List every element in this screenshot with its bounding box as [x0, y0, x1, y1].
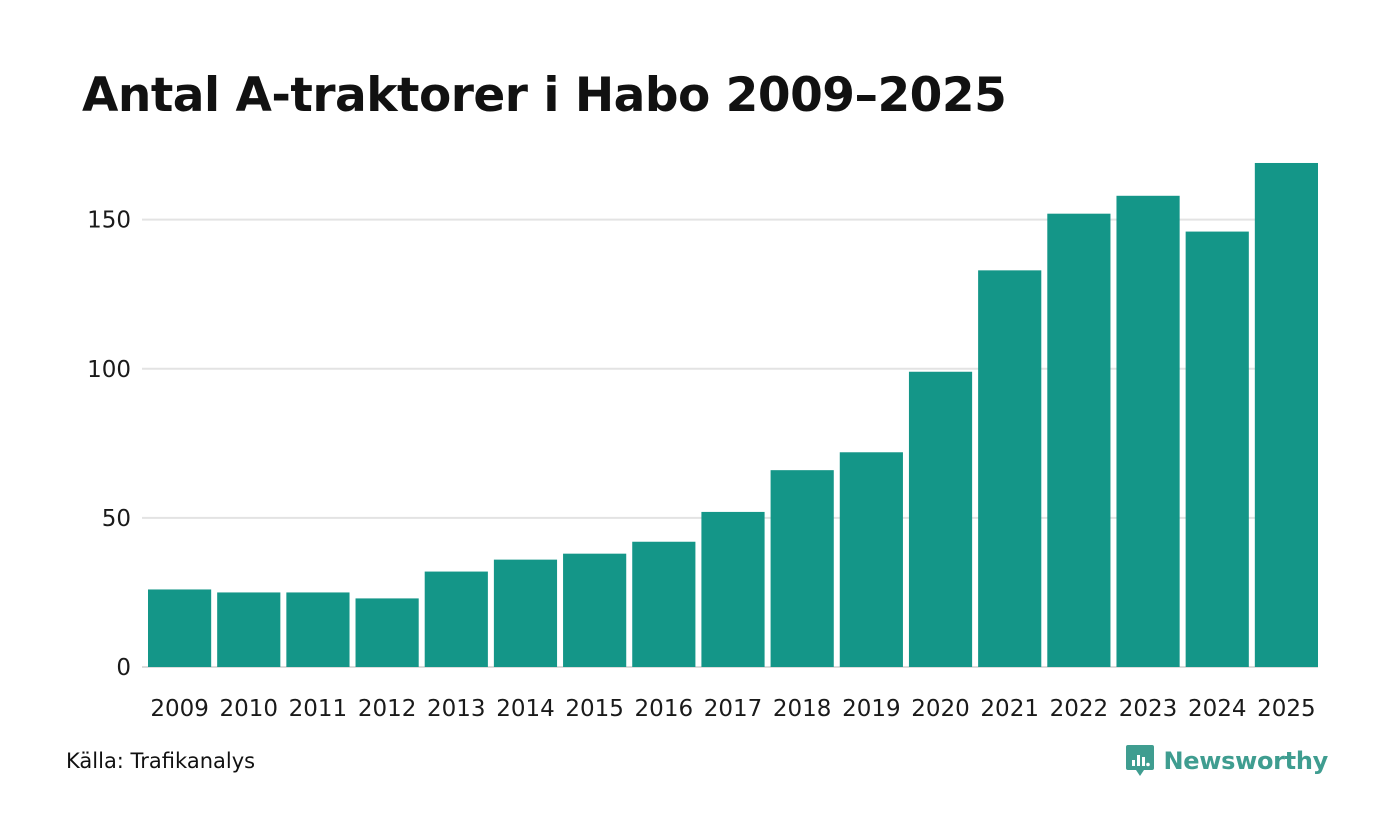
y-tick-label: 50	[102, 506, 131, 532]
bar-2019	[839, 452, 903, 667]
x-tick-label: 2012	[358, 696, 417, 722]
bar-2018	[770, 470, 834, 667]
bar-2017	[701, 511, 765, 667]
bar-2014	[493, 559, 558, 667]
x-tick-label: 2011	[289, 696, 348, 722]
x-tick-label: 2013	[427, 696, 486, 722]
bar-2015	[563, 553, 627, 667]
bar-2020	[908, 371, 973, 667]
chart-title: Antal A-traktorer i Habo 2009–2025	[82, 68, 1007, 123]
bar-2010	[217, 592, 281, 667]
x-tick-label: 2022	[1050, 696, 1109, 722]
x-tick-label: 2020	[911, 696, 970, 722]
bar-2009	[148, 589, 212, 667]
x-tick-label: 2014	[496, 696, 555, 722]
bar-series	[148, 162, 1318, 667]
x-tick-label: 2023	[1119, 696, 1178, 722]
bar-2016	[632, 541, 696, 667]
bar-2011	[286, 592, 350, 667]
x-tick-label: 2016	[635, 696, 694, 722]
y-tick-label: 100	[87, 357, 131, 383]
y-axis-ticks: 0 50 100 150	[87, 208, 131, 681]
y-tick-label: 150	[87, 208, 131, 234]
source-note: Källa: Trafikanalys	[66, 749, 256, 773]
bar-2021	[978, 270, 1042, 667]
x-tick-label: 2025	[1257, 696, 1316, 722]
x-tick-label: 2024	[1188, 696, 1247, 722]
brand-name: Newsworthy	[1163, 747, 1328, 775]
bar-2013	[424, 571, 488, 667]
x-tick-label: 2021	[980, 696, 1039, 722]
newsworthy-logo-icon	[1125, 744, 1155, 778]
bar-2012	[355, 598, 419, 667]
x-tick-label: 2009	[150, 696, 209, 722]
x-tick-label: 2017	[704, 696, 763, 722]
bar-2022	[1047, 213, 1111, 667]
brand-logo: Newsworthy	[1125, 744, 1328, 778]
x-tick-label: 2019	[842, 696, 901, 722]
y-tick-label: 0	[116, 655, 131, 681]
x-tick-label: 2018	[773, 696, 832, 722]
bar-2024	[1185, 231, 1249, 667]
x-tick-label: 2010	[219, 696, 278, 722]
bar-2023	[1116, 195, 1180, 667]
bar-2025	[1254, 162, 1318, 667]
x-tick-label: 2015	[565, 696, 624, 722]
x-axis-ticks: 2009 2010 2011 2012 2013 2014 2015 2016 2017 2018…	[150, 696, 1315, 722]
